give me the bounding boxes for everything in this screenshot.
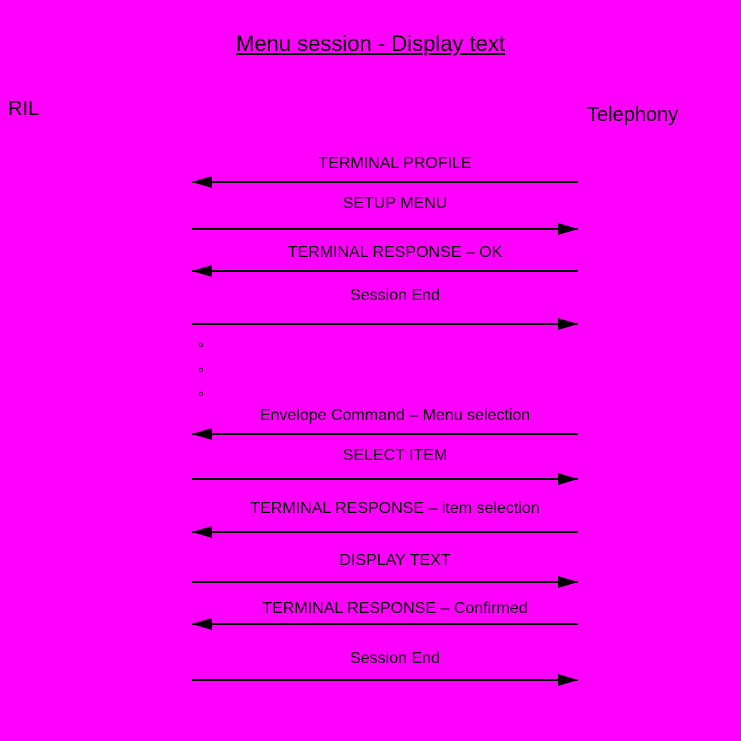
actor-label-telephony: Telephony xyxy=(587,104,679,126)
message-label: Session End xyxy=(350,287,440,304)
message-label: SELECT ITEM xyxy=(342,447,448,464)
message-label: TERMINAL PROFILE xyxy=(318,155,472,172)
arrow-head-left-icon xyxy=(192,428,212,440)
ellipsis-dot: ° xyxy=(198,389,204,406)
arrow-line xyxy=(192,581,578,583)
message-label: DISPLAY TEXT xyxy=(339,552,451,569)
message-label: TERMINAL RESPONSE – Confirmed xyxy=(262,600,528,617)
message-arrow-left xyxy=(192,265,578,278)
message-arrow-left xyxy=(192,618,578,631)
arrow-line xyxy=(192,531,578,533)
message-arrow-left xyxy=(192,176,578,189)
message-arrow-right xyxy=(192,318,578,331)
arrow-line xyxy=(192,270,578,272)
actor-label-ril: RIL xyxy=(8,98,40,120)
arrow-head-right-icon xyxy=(558,576,578,588)
message-arrow-right xyxy=(192,576,578,589)
arrow-line xyxy=(192,323,578,325)
message-arrow-left xyxy=(192,526,578,539)
arrow-line xyxy=(192,679,578,681)
arrow-line xyxy=(192,228,578,230)
arrow-head-right-icon xyxy=(558,674,578,686)
arrow-line xyxy=(192,433,578,435)
message-label: TERMINAL RESPONSE – item selection xyxy=(250,500,540,517)
message-arrow-right xyxy=(192,473,578,486)
arrow-line xyxy=(192,623,578,625)
message-arrow-left xyxy=(192,428,578,441)
ellipsis-dot: ° xyxy=(198,340,204,357)
message-label: TERMINAL RESPONSE – OK xyxy=(287,244,503,261)
message-label: Session End xyxy=(350,650,440,667)
message-label: SETUP MENU xyxy=(342,195,448,212)
arrow-line xyxy=(192,181,578,183)
diagram-title: Menu session - Display text xyxy=(236,31,505,56)
message-arrow-right xyxy=(192,223,578,236)
message-arrow-right xyxy=(192,674,578,687)
ellipsis-dot: ° xyxy=(198,365,204,382)
arrow-head-left-icon xyxy=(192,618,212,630)
arrow-head-right-icon xyxy=(558,223,578,235)
message-label: Envelope Command – Menu selection xyxy=(259,407,531,424)
arrow-head-left-icon xyxy=(192,526,212,538)
arrow-head-left-icon xyxy=(192,265,212,277)
arrow-line xyxy=(192,478,578,480)
arrow-head-right-icon xyxy=(558,318,578,330)
arrow-head-right-icon xyxy=(558,473,578,485)
arrow-head-left-icon xyxy=(192,176,212,188)
